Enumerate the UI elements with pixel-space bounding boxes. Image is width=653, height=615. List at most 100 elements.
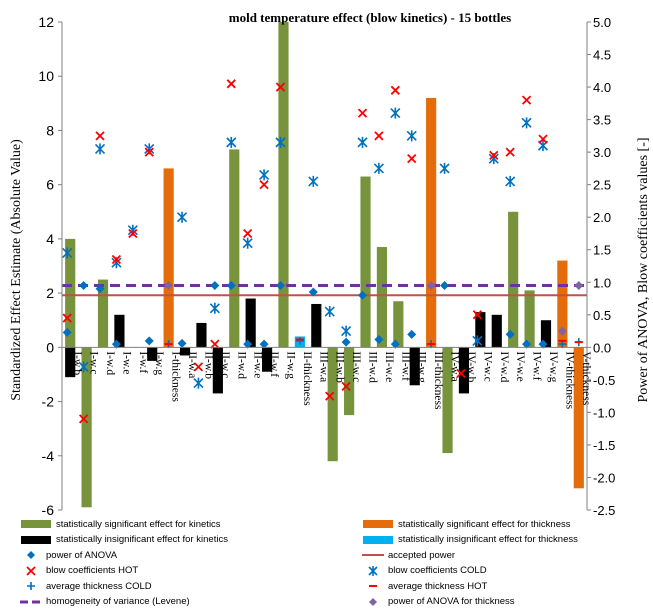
y2-tick-label: 0.0 [593, 340, 611, 355]
bar-insig-kin [475, 312, 486, 348]
x-tick-label: III-w.a [317, 351, 329, 382]
legend-label: blow coefficients COLD [388, 565, 487, 576]
x-tick-label: III-thickness [432, 351, 444, 410]
bar-sig-kin [81, 347, 92, 508]
blow-coef-cold-marker [406, 130, 417, 142]
power-anova-marker [243, 339, 253, 349]
blow-coef-cold-marker [439, 162, 450, 174]
y2-tick-label: 5.0 [593, 15, 611, 30]
blow-coef-cold-marker [193, 377, 204, 389]
y2-tick-label: 4.5 [593, 48, 611, 63]
blow-coef-hot-marker [275, 82, 286, 92]
bar-sig-kin [508, 211, 519, 348]
blow-coef-cold-marker [505, 175, 516, 187]
legend-swatch [20, 580, 42, 592]
y-tick-label: 2 [46, 285, 54, 301]
power-anova-marker [62, 327, 72, 337]
blow-coef-hot-marker [193, 362, 204, 372]
bar-sig-kin [278, 22, 289, 348]
y2-tick-label: 1.5 [593, 243, 611, 258]
x-tick-label: II-w.a [186, 351, 198, 378]
y2-tick-label: -1.5 [593, 438, 615, 453]
blow-coef-hot-marker [243, 228, 253, 239]
bar-insig-kin [261, 347, 273, 372]
bar-sig-kin [442, 347, 453, 454]
x-tick-label: I-w.f [137, 351, 149, 373]
blow-coef-cold-marker [521, 117, 532, 129]
bar-sig-thick [163, 168, 174, 348]
legend-label: statistically significant effect for thi… [398, 518, 571, 530]
blow-coef-hot-marker [390, 85, 400, 95]
bar-insig-kin [114, 314, 125, 348]
legend-label: power of ANOVA for thickness [388, 596, 515, 607]
chart-title: mold temperature effect (blow kinetics) … [229, 10, 511, 25]
axes-layer: -6 -4 -2 0 2 4 6 8 10 12 -2.5 -2.0 -1.5 -1.0 -0.5 0.0 0.… [38, 14, 615, 517]
legend-item-accepted: accepted power [362, 549, 455, 561]
power-anova-thickness-marker [557, 326, 567, 336]
blow-coef-cold-marker [94, 143, 106, 155]
power-anova-marker [341, 337, 351, 347]
y2-tick-label: 3.5 [593, 113, 611, 128]
y-axis-label: Standardized Effect Estimate (Absolute V… [9, 139, 24, 401]
legend-item-thick-hot: average thickness HOT [362, 580, 487, 592]
blow-coef-cold-marker [176, 211, 188, 223]
bars-layer [65, 22, 584, 508]
legend-item-levene: homogeneity of variance (Levene) [20, 596, 190, 608]
x-tick-label: II-w.g [284, 351, 296, 379]
markers-layer [62, 79, 584, 424]
blow-coef-cold-marker [78, 361, 89, 373]
bar-insig-kin [212, 347, 223, 394]
power-anova-marker [95, 284, 105, 294]
blow-coef-hot-marker [538, 134, 548, 144]
bar-insig-kin [409, 347, 420, 386]
legend-swatch [362, 596, 384, 608]
y2-tick-label: 2.0 [593, 210, 611, 225]
legend-item-power-thick: power of ANOVA for thickness [362, 596, 515, 608]
legend-item-insig-kin: statistically insignificant effect for k… [20, 534, 228, 546]
blow-coef-hot-marker [407, 154, 417, 164]
legend-label: average thickness COLD [46, 580, 152, 592]
x-tick-label: III-w.e [383, 351, 395, 382]
blow-coef-hot-marker [128, 228, 138, 239]
x-tick-label: I-thickness [170, 351, 182, 402]
y-tick-label: 6 [46, 177, 54, 193]
legend-swatch [20, 549, 42, 561]
y-tick-label: -6 [42, 502, 55, 517]
blow-coef-hot-marker [78, 414, 89, 424]
blow-coef-hot-marker [341, 381, 351, 392]
blow-coef-hot-marker [521, 95, 532, 105]
legend: statistically significant effect for kin… [0, 517, 653, 615]
blow-coef-hot-marker [357, 108, 368, 118]
y2-tick-label: 3.0 [593, 145, 611, 160]
bar-insig-kin [245, 298, 256, 348]
blow-coef-hot-marker [456, 368, 466, 378]
bar-insig-kin [179, 347, 191, 356]
legend-swatch [20, 596, 42, 608]
power-anova-marker [111, 339, 121, 349]
power-anova-marker [226, 281, 236, 291]
legend-swatch [362, 518, 394, 530]
y-tick-label: 10 [38, 68, 54, 84]
y2-tick-label: -0.5 [593, 373, 615, 388]
power-anova-marker [390, 339, 400, 349]
blow-coef-cold-marker [226, 136, 237, 148]
blow-coef-cold-marker [472, 335, 483, 347]
x-tick-label: V-thickness [580, 351, 592, 405]
blow-coef-cold-marker [373, 162, 384, 174]
blow-coef-cold-marker [209, 302, 220, 314]
y2-tick-label: -1.0 [593, 405, 615, 420]
x-tick-label: IV-w.b [465, 351, 477, 382]
blow-coef-hot-marker [259, 180, 269, 190]
legend-item-cold: blow coefficients COLD [362, 565, 487, 577]
power-anova-thickness-marker [426, 281, 436, 291]
x-tick-label: II-w.f [268, 351, 280, 377]
legend-label: statistically significant effect for kin… [56, 518, 221, 530]
bar-sig-thick [426, 97, 437, 348]
blow-coef-hot-marker [111, 254, 122, 265]
power-anova-marker [358, 290, 368, 300]
chart-canvas: -6 -4 -2 0 2 4 6 8 10 12 -2.5 -2.0 -1.5 -1.0 -0.5 0.0 0.… [9, 10, 651, 517]
y2-tick-label: 2.5 [593, 178, 611, 193]
bar-sig-thick [557, 260, 568, 348]
x-tick-label: III-w.c [350, 351, 362, 382]
bar-sig-thick [573, 347, 584, 489]
